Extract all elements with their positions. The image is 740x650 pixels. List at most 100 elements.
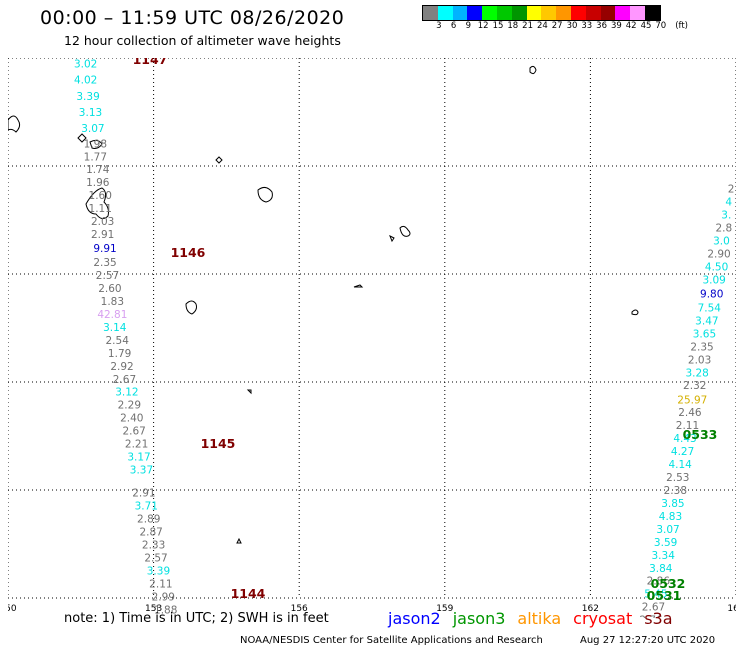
wave-height-map: 1501531561591621650246810 3.024.023.393.… [8,58,736,618]
wave-height-label: 2.76 [639,615,663,618]
axis-labels: 1501531561591621650246810 [8,604,736,614]
wave-height-label: 3. [721,210,731,222]
graticule [8,58,736,599]
wave-height-label: 2.32 [683,380,706,392]
wave-height-label: 3.13 [79,107,102,119]
legend-unit: (ft) [675,21,688,31]
wave-height-label: 3.37 [130,464,153,476]
legend-label: 70 [655,21,667,31]
wave-height-label: 2.89 [137,514,160,526]
island-outline [353,284,364,288]
color-scale-labels: 3 6 9 12 15 18 21 24 27 30 33 36 39 42 45 70 (ft) [422,21,732,33]
wave-height-label: 3.34 [652,550,676,562]
satellite-legend-jason2: jason2 [388,609,441,628]
wave-height-label: 2.87 [139,527,162,539]
wave-height-label: 3.39 [76,91,99,103]
wave-height-label: 3.65 [693,328,716,340]
wave-height-label: 3.47 [695,315,718,327]
island-outline [236,537,242,544]
wave-height-label: 3.85 [661,498,684,510]
satellite-legend: jason2 jason3 altika cryosat s3a [388,609,673,628]
wave-height-label: 1.88 [154,604,177,616]
wave-height-label: 2 [728,184,735,196]
wave-height-label: 2.11 [676,420,699,432]
legend-swatch [541,6,557,20]
island-outline [389,234,395,243]
wave-height-label: 2.67 [642,602,665,614]
wave-height-labels: 3.024.023.393.133.071.981.771.741.961.60… [74,58,735,618]
wave-height-label: 2.54 [106,335,130,347]
wave-height-label: 3.17 [127,452,150,464]
wave-height-label: 2.86 [647,576,671,588]
color-scale-legend [422,5,661,21]
legend-swatch [570,6,586,20]
wave-height-label: 1.98 [84,138,107,150]
wave-height-label: 3.71 [135,501,158,513]
legend-swatch [467,6,483,20]
legend-label: 39 [610,21,622,31]
wave-height-label: 2.03 [688,354,711,366]
wave-height-label: 2.65 [156,617,179,618]
island-outline [77,133,87,143]
wave-height-label: 2.53 [666,472,689,484]
wave-height-label: 1.11 [89,203,112,215]
satellite-legend-s3a: s3a [644,609,673,628]
legend-label: 18 [507,21,519,31]
wave-height-label: 9.91 [93,243,116,255]
pass-time-label: 1147 [133,58,168,67]
legend-swatch [423,6,438,20]
wave-height-label: 42.81 [97,309,127,321]
legend-label: 45 [640,21,652,31]
legend-label: 12 [477,21,489,31]
legend-label: 3 [436,21,442,31]
legend-swatch [630,6,645,20]
wave-height-label: 3.39 [147,565,170,577]
pass-time-label: 1144 [231,586,266,601]
wave-height-label: 3.59 [654,537,677,549]
wave-height-label: 1.77 [84,151,107,163]
satellite-legend-jason3: jason3 [452,609,506,628]
wave-height-label: 3.14 [103,322,127,334]
generated-timestamp: Aug 27 12:27:20 UTC 2020 [580,635,716,646]
wave-height-label: 2.11 [149,578,172,590]
island-outline [529,65,537,75]
legend-swatch [511,6,527,20]
pass-time-label: 0533 [683,427,718,442]
legend-swatch [600,6,616,20]
x-tick-label: 165 [727,604,736,614]
legend-swatch [526,6,542,20]
x-tick-label: 159 [436,604,453,614]
island-outline [399,225,411,237]
wave-height-label: 2.38 [664,485,687,497]
wave-height-label: 3.0 [713,236,730,248]
wave-height-label: 2.40 [120,413,143,425]
pass-time-label: 1145 [201,436,236,451]
wave-height-label: 2.33 [142,540,165,552]
wave-height-label: 2.35 [690,341,713,353]
wave-height-label: 1.96 [86,177,110,189]
wave-height-label: 3.12 [115,387,138,399]
wave-height-label: 2.29 [118,400,141,412]
wave-height-label: 2.8 [716,223,733,235]
page-title: 00:00 – 11:59 UTC 08/26/2020 [40,7,345,29]
legend-label: 6 [450,21,457,31]
legend-swatch [496,6,512,20]
wave-height-label: 5.45 [644,589,667,601]
legend-label: 30 [566,21,578,31]
legend-label: 33 [581,21,593,31]
satellite-legend-altika: altika [517,609,562,628]
x-tick-label: 153 [145,604,162,614]
wave-height-label: 4.43 [673,433,696,445]
legend-label: 42 [625,21,637,31]
wave-height-label: 4.14 [668,459,692,471]
island-outline [246,389,252,395]
wave-height-label: 4.83 [659,511,682,523]
x-tick-label: 150 [8,604,17,614]
wave-height-label: 2.92 [110,361,133,373]
wave-height-label: 2.67 [113,374,136,386]
pass-time-label: 1146 [171,245,206,260]
credit-text: NOAA/NESDIS Center for Satellite Applica… [240,635,543,646]
wave-height-label: 2.35 [93,257,116,269]
wave-height-label: 3.28 [685,367,708,379]
